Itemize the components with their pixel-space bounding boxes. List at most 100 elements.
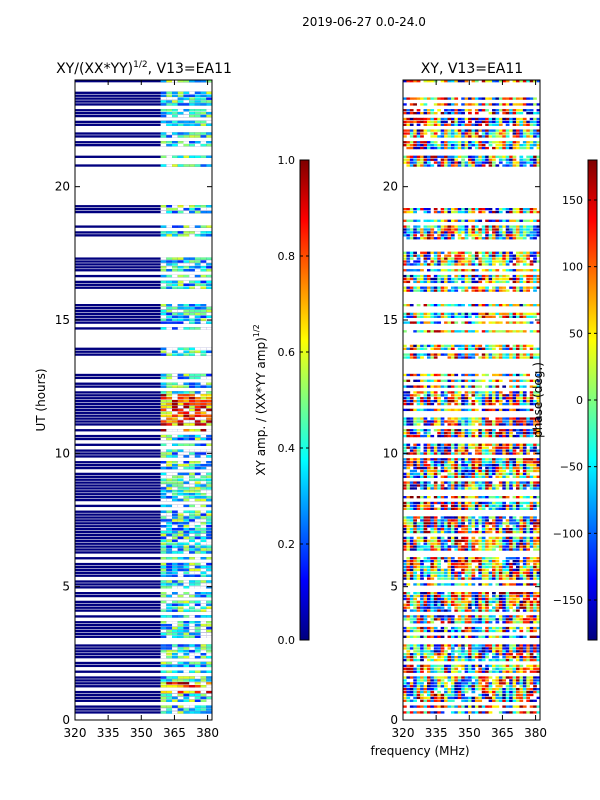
phase-cell	[474, 109, 479, 112]
phase-cell	[420, 289, 424, 292]
phase-cell	[485, 289, 489, 292]
amplitude-cell	[206, 405, 212, 409]
phase-cell	[437, 260, 441, 263]
phase-cell	[516, 97, 520, 100]
phase-cell	[450, 353, 455, 356]
phase-cell	[512, 117, 517, 121]
phase-cell	[478, 571, 483, 574]
phase-cell	[519, 507, 524, 510]
phase-cell	[488, 80, 493, 83]
phase-cell	[464, 123, 469, 126]
phase-cell	[529, 571, 534, 574]
phase-cell	[498, 397, 503, 400]
amplitude-row	[75, 557, 212, 560]
phase-cell	[447, 501, 452, 505]
amplitude-title-exp: 1/2	[133, 60, 147, 70]
amplitude-cell	[166, 132, 173, 135]
phase-cell	[437, 577, 441, 580]
phase-cell	[409, 568, 414, 572]
phase-cell	[420, 385, 424, 388]
amplitude-cell	[172, 306, 178, 310]
phase-cell	[519, 487, 524, 490]
amplitude-cell	[183, 664, 190, 668]
phase-cell	[502, 120, 507, 124]
phase-cell	[437, 135, 441, 138]
phase-cell	[450, 560, 455, 563]
phase-cell	[430, 484, 435, 487]
phase-cell	[478, 304, 483, 307]
amplitude-cell	[189, 114, 195, 118]
amplitude-cell	[166, 679, 173, 682]
amplitude-cell	[194, 304, 201, 307]
phase-cell	[516, 315, 520, 318]
phase-cell	[406, 504, 411, 508]
amplitude-cell	[177, 141, 184, 144]
phase-cell	[437, 542, 441, 545]
phase-cell	[478, 530, 483, 534]
phase-cell	[457, 562, 462, 566]
phase-cell	[478, 251, 483, 254]
phase-cell	[526, 228, 531, 231]
phase-cell	[454, 504, 459, 508]
phase-cell	[512, 286, 517, 289]
phase-cell	[529, 397, 534, 400]
phase-cell	[461, 496, 465, 499]
phase-cell	[406, 237, 411, 240]
amplitude-cell	[200, 411, 207, 414]
amplitude-cell	[166, 434, 173, 438]
phase-cell	[481, 525, 486, 528]
amplitude-cell	[183, 670, 190, 673]
phase-cell	[502, 97, 507, 100]
phase-cell	[454, 228, 459, 231]
phase-cell	[519, 432, 524, 435]
amplitude-cell	[206, 545, 212, 548]
amplitude-cell	[200, 693, 207, 697]
phase-cell	[403, 571, 407, 574]
phase-cell	[440, 146, 445, 150]
phase-cell	[516, 568, 520, 572]
amplitude-cell	[172, 676, 178, 679]
phase-cell	[409, 542, 414, 545]
phase-cell	[526, 545, 531, 548]
phase-cell	[416, 373, 421, 377]
phase-cell	[533, 496, 537, 499]
phase-cell	[485, 501, 489, 505]
amplitude-cell	[183, 400, 190, 403]
phase-cell	[454, 286, 459, 289]
phase-cell	[423, 472, 428, 476]
amplitude-cell	[200, 350, 207, 353]
amplitude-cell	[194, 498, 201, 502]
phase-cell	[454, 536, 459, 540]
amplitude-cell	[189, 696, 195, 700]
phase-cell	[478, 542, 483, 545]
phase-cell	[406, 353, 411, 356]
phase-cell	[536, 161, 540, 164]
amplitude-cell	[183, 91, 190, 94]
phase-cell	[526, 280, 531, 284]
phase-cell	[416, 286, 421, 289]
phase-cell	[516, 117, 520, 121]
phase-cell	[492, 568, 496, 572]
phase-cell	[413, 231, 417, 234]
phase-cell	[505, 417, 510, 420]
phase-cell	[413, 208, 417, 211]
phase-cell	[406, 304, 411, 307]
phase-cell	[450, 528, 455, 531]
phase-cell	[416, 548, 421, 551]
amplitude-cell	[200, 539, 207, 542]
amplitude-cell	[177, 624, 184, 627]
phase-cell	[447, 464, 452, 467]
phase-cell	[454, 487, 459, 490]
phase-cell	[406, 408, 411, 412]
phase-cell	[509, 417, 513, 420]
phase-cell	[403, 458, 407, 461]
amplitude-cell	[172, 280, 178, 284]
amplitude-cell	[177, 376, 184, 380]
phase-cell	[498, 97, 503, 100]
phase-cell	[516, 251, 520, 254]
phase-cell	[471, 557, 476, 560]
phase-cell	[423, 237, 428, 240]
phase-cell	[440, 80, 445, 83]
phase-cell	[413, 144, 417, 147]
phase-cell	[403, 234, 407, 237]
